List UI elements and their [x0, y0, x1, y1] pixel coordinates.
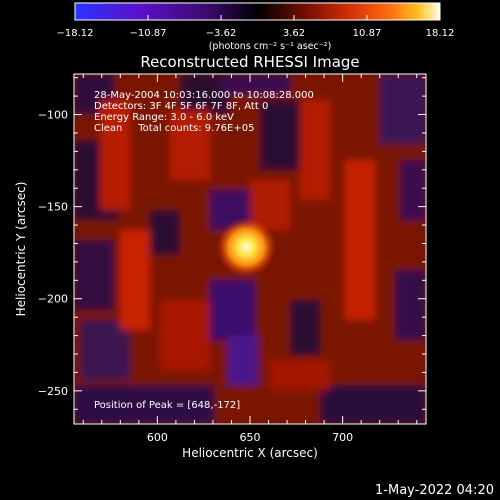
y-tick-label-3: −250: [38, 385, 68, 398]
info-time-range: 28-May-2004 10:03:16.000 to 10:08:28.000: [94, 90, 314, 101]
footer-date: 1-May-2022 04:20: [375, 483, 494, 498]
peak-position-label: Position of Peak = [648,-172]: [94, 400, 240, 411]
x-tick-label-1: 650: [240, 431, 261, 444]
axis-ticks: [74, 74, 426, 424]
heatmap-image: [74, 74, 426, 424]
y-tick-label-2: −200: [38, 293, 68, 306]
y-tick-label-0: −100: [38, 109, 68, 122]
x-tick-label-0: 600: [147, 431, 168, 444]
info-energy-range: Energy Range: 3.0 - 6.0 keV: [94, 112, 234, 123]
peak-blob: [216, 217, 277, 278]
info-detectors: Detectors: 3F 4F 5F 6F 7F 8F, Att 0: [94, 101, 268, 112]
colorbar-unit-label: (photons cm⁻² s⁻¹ asec⁻²): [209, 41, 332, 52]
chart-title: Reconstructed RHESSI Image: [140, 53, 359, 71]
colorbar-ticks: [74, 15, 441, 20]
colorbar-tick-3: 3.62: [283, 28, 305, 39]
info-clean-counts: Clean Total counts: 9.76E+05: [94, 123, 254, 134]
y-axis-label: Heliocentric Y (arcsec): [14, 182, 28, 317]
colorbar-tick-4: 10.87: [353, 28, 382, 39]
y-tick-label-1: −150: [38, 201, 68, 214]
colorbar-tick-5: 18.12: [426, 28, 455, 39]
x-tick-label-2: 700: [332, 431, 353, 444]
colorbar-tick-1: −10.87: [129, 28, 166, 39]
colorbar-tick-0: −18.12: [56, 28, 93, 39]
colorbar-tick-2: −3.62: [206, 28, 237, 39]
x-axis-label: Heliocentric X (arcsec): [182, 446, 318, 460]
colorbar: [74, 2, 441, 21]
